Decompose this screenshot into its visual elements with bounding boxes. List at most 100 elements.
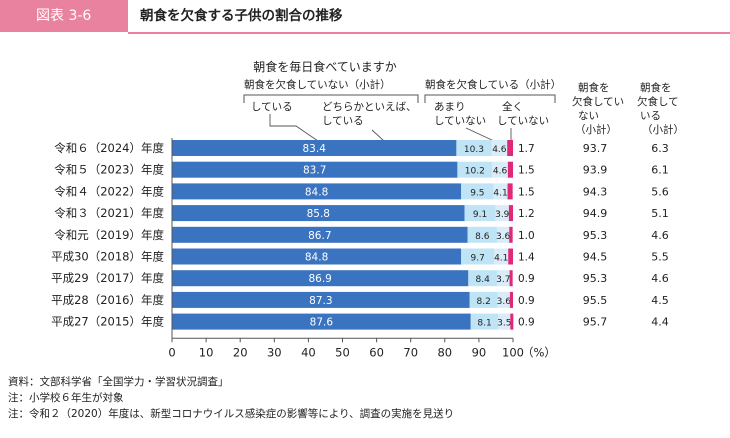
header-skip-line3: いる — [640, 110, 661, 122]
data-label: 4.1 — [494, 254, 508, 264]
data-label: 0.9 — [518, 317, 535, 329]
table-headers: 朝食を 欠食してい ない （小計） 朝食を 欠食して いる （小計） — [572, 81, 684, 136]
source-note: 資料：文部科学省「全国学力・学習状況調査」 — [8, 376, 229, 388]
bar-segment — [497, 291, 510, 308]
subtotal-not-skip: 94.9 — [583, 207, 608, 220]
x-tick-label: 90 — [472, 345, 487, 359]
data-label: 9.5 — [470, 188, 484, 198]
data-label: 3.7 — [496, 275, 510, 285]
group-not-skip-bracket — [243, 94, 419, 103]
legend-cat2-leader — [371, 129, 480, 142]
bar-segment — [509, 226, 513, 243]
data-label: 4.6 — [492, 145, 507, 155]
subtotal-not-skip: 95.7 — [583, 316, 608, 329]
subtotal-skip: 4.4 — [651, 316, 669, 329]
data-label: 84.8 — [305, 252, 328, 264]
bar-segment — [507, 183, 513, 200]
data-label: 10.3 — [464, 145, 484, 155]
data-label: 85.8 — [307, 208, 330, 220]
bar-segment — [461, 183, 494, 200]
data-label: 8.4 — [475, 275, 490, 285]
subtotal-not-skip: 93.7 — [583, 142, 608, 155]
bar-segment — [172, 161, 458, 178]
bar-segment — [493, 183, 508, 200]
data-label: 86.9 — [308, 273, 331, 285]
bar-segment — [172, 226, 468, 243]
legend-cat3-line1: あまり — [434, 101, 466, 113]
subtotal-skip: 4.5 — [651, 294, 669, 307]
bar-segment — [172, 248, 462, 265]
legend: 朝食を毎日食べていますか 朝食を欠食していない（小計） 朝食を欠食している（小計… — [243, 59, 561, 142]
bar-segment — [509, 270, 513, 287]
legend-cat2-line2: している — [322, 115, 364, 127]
x-tick-label: 20 — [233, 345, 248, 359]
category-label: 令和６（2024）年度 — [54, 141, 164, 155]
category-label: 令和５（2023）年度 — [54, 163, 164, 177]
data-label: 84.8 — [305, 186, 328, 198]
plot-area: 令和６（2024）年度 83.4 10.3 4.6 1.7 93.7 6.3 令和５（2023… — [51, 140, 669, 330]
group-skip-bracket — [424, 94, 556, 103]
bar-segment — [508, 205, 513, 222]
x-tick-label: 100 — [502, 345, 524, 359]
x-tick-label: 0 — [168, 345, 175, 359]
legend-cat2-line1: どちらかといえば、 — [322, 101, 417, 113]
bar-segment — [468, 270, 497, 287]
data-label: 3.6 — [497, 297, 512, 307]
chart-title: 朝食を欠食する子供の割合の推移 — [140, 8, 343, 24]
data-label: 1.0 — [518, 230, 535, 242]
data-label: 10.2 — [465, 167, 485, 177]
legend-cat4-line2: していない — [497, 115, 549, 127]
bar-segment — [457, 161, 493, 178]
header-not-skip-line4: （小計） — [575, 123, 617, 136]
data-label: 8.1 — [477, 319, 491, 329]
figure-label: 図表 3-6 — [0, 0, 128, 32]
bar-segment — [507, 161, 513, 178]
data-label: 9.1 — [473, 210, 487, 220]
subtotal-skip: 5.5 — [651, 251, 669, 264]
bar-segment — [469, 291, 498, 308]
subtotal-not-skip: 95.5 — [583, 294, 608, 307]
bar-segment — [172, 270, 469, 287]
bar-segment — [172, 205, 465, 222]
category-label: 平成30（2018）年度 — [51, 250, 164, 264]
bar-segment — [496, 226, 510, 243]
header-not-skip-line2: 欠食してい — [572, 95, 624, 108]
bar-segment — [494, 248, 509, 265]
bar-segment — [456, 140, 492, 156]
category-label: 令和元（2019）年度 — [54, 228, 164, 242]
subtotal-skip: 4.6 — [651, 229, 669, 242]
data-label: 83.4 — [303, 143, 327, 155]
note-target: 注：小学校６年生が対象 — [8, 392, 124, 404]
bar-segment — [510, 313, 514, 330]
header: 図表 3-6 朝食を欠食する子供の割合の推移 — [0, 0, 730, 34]
bar-segment — [491, 140, 508, 156]
data-label: 9.7 — [471, 254, 485, 264]
x-axis-unit: （%） — [522, 345, 556, 359]
x-axis: 0 10 20 30 40 50 60 70 80 90 100（%） — [168, 138, 556, 359]
bar-segment — [508, 248, 513, 265]
bar-segment — [172, 183, 462, 200]
x-tick-label: 10 — [199, 345, 214, 359]
data-label: 4.1 — [493, 188, 507, 198]
data-label: 87.3 — [309, 295, 332, 307]
bar-segment — [496, 270, 510, 287]
subtotal-not-skip: 93.9 — [583, 164, 608, 177]
data-label: 0.9 — [518, 273, 535, 285]
legend-cat4-line1: 全く — [502, 100, 523, 113]
data-label: 4.6 — [493, 167, 508, 177]
bar-segment — [495, 205, 509, 222]
x-tick-label: 40 — [301, 345, 316, 359]
data-label: 3.9 — [495, 210, 510, 220]
bar-segment — [172, 291, 470, 308]
header-not-skip-line3: ない — [578, 110, 599, 122]
data-label: 8.6 — [475, 232, 490, 242]
x-tick-label: 50 — [335, 345, 350, 359]
data-label: 3.5 — [497, 319, 511, 329]
header-skip-line2: 欠食して — [637, 95, 679, 108]
data-label: 3.6 — [496, 232, 511, 242]
subtotal-skip: 4.6 — [651, 272, 669, 285]
data-label: 83.7 — [303, 165, 326, 177]
subtotal-skip: 6.3 — [651, 142, 669, 155]
data-label: 1.4 — [518, 252, 535, 264]
